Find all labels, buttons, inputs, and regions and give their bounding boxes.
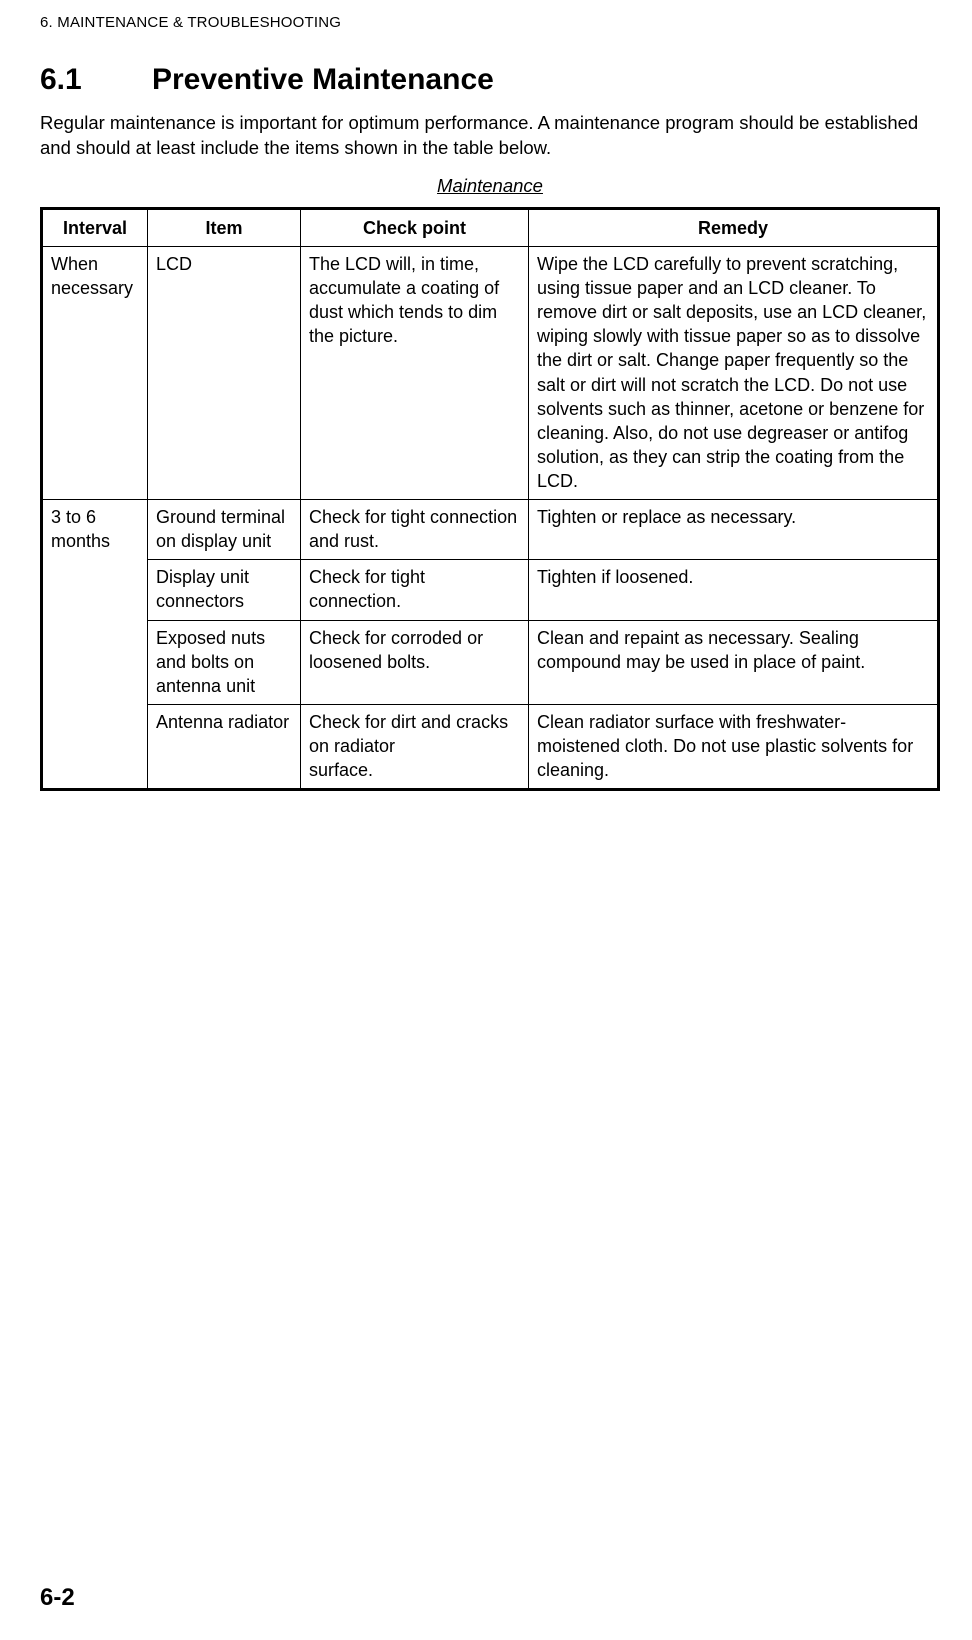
cell-item: Display unit connectors (148, 560, 301, 620)
cell-checkpoint: Check for tight connection and rust. (301, 500, 529, 560)
running-header: 6. MAINTENANCE & TROUBLESHOOTING (40, 14, 940, 31)
cell-checkpoint: Check for corroded or loosened bolts. (301, 620, 529, 704)
cell-item: Exposed nuts and bolts on antenna unit (148, 620, 301, 704)
cell-item: Ground terminal on display unit (148, 500, 301, 560)
table-row: Exposed nuts and bolts on antenna unitCh… (42, 620, 939, 704)
cell-remedy: Clean and repaint as necessary. Sealing … (529, 620, 939, 704)
table-row: Antenna radiatorCheck for dirt and crack… (42, 704, 939, 789)
cell-checkpoint: The LCD will, in time, accumulate a coat… (301, 247, 529, 500)
table-row: Display unit connectorsCheck for tight c… (42, 560, 939, 620)
cell-remedy: Wipe the LCD carefully to prevent scratc… (529, 247, 939, 500)
cell-remedy: Tighten or replace as necessary. (529, 500, 939, 560)
cell-item: Antenna radiator (148, 704, 301, 789)
section-number: 6.1 (40, 63, 152, 97)
cell-item: LCD (148, 247, 301, 500)
col-header-check: Check point (301, 208, 529, 246)
page: 6. MAINTENANCE & TROUBLESHOOTING 6.1Prev… (0, 0, 972, 791)
cell-checkpoint: Check for tight connection. (301, 560, 529, 620)
table-caption: Maintenance (40, 175, 940, 197)
col-header-interval: Interval (42, 208, 148, 246)
section-heading: 6.1Preventive Maintenance (40, 63, 940, 97)
cell-interval: 3 to 6 months (42, 500, 148, 790)
table-row: 3 to 6 monthsGround terminal on display … (42, 500, 939, 560)
maintenance-table: Interval Item Check point Remedy When ne… (40, 207, 940, 791)
section-intro: Regular maintenance is important for opt… (40, 111, 940, 161)
section-title: Preventive Maintenance (152, 63, 494, 96)
table-body: When necessaryLCDThe LCD will, in time, … (42, 247, 939, 790)
page-number: 6-2 (40, 1584, 75, 1612)
cell-remedy: Clean radiator surface with freshwater-m… (529, 704, 939, 789)
table-header-row: Interval Item Check point Remedy (42, 208, 939, 246)
cell-remedy: Tighten if loosened. (529, 560, 939, 620)
cell-interval: When necessary (42, 247, 148, 500)
table-row: When necessaryLCDThe LCD will, in time, … (42, 247, 939, 500)
col-header-remedy: Remedy (529, 208, 939, 246)
cell-checkpoint: Check for dirt and cracks on radiator su… (301, 704, 529, 789)
col-header-item: Item (148, 208, 301, 246)
